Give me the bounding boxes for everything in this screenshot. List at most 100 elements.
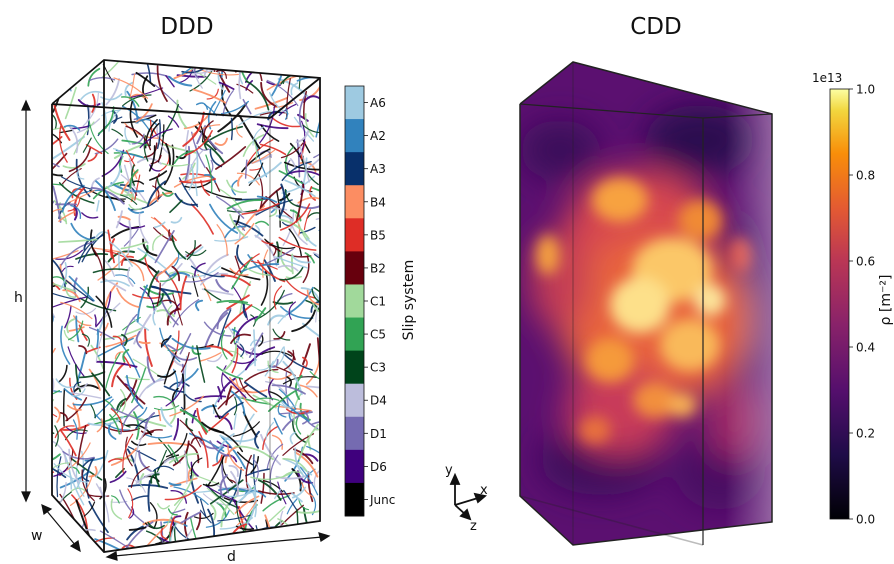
slip-legend-swatch-a2 [345,119,364,153]
dislocation-segment [152,233,164,251]
dislocation-segment [217,309,232,348]
dislocation-segment [286,498,298,515]
dislocation-segment [265,531,271,544]
dislocation-segment [225,386,233,406]
dislocation-segment [69,474,93,506]
dislocation-segment [94,138,119,155]
dislocation-segment [161,162,189,167]
dislocation-segment [131,367,147,404]
dislocation-segment [216,299,249,304]
dislocation-segment [234,60,241,72]
dislocation-segment [63,329,75,342]
cdd-colorbar-tick-label: 0.8 [856,169,875,183]
dislocation-segment [199,69,239,76]
dislocation-segment [302,356,308,369]
dislocation-segment [152,465,175,472]
dislocation-segment [217,385,223,400]
slip-legend-label-a6: A6 [370,96,386,110]
dislocation-segment [126,374,144,410]
dislocation-segment [206,487,235,515]
dislocation-segment [229,376,253,393]
slip-legend-label-d6: D6 [370,460,387,474]
dislocation-segment [306,212,320,219]
dislocation-segment [60,301,93,320]
dislocation-segment [244,346,276,371]
dislocation-segment [299,466,319,496]
dislocation-segment [152,185,160,200]
dislocation-segment [81,469,95,502]
dislocation-segment [164,484,202,501]
slip-legend-swatch-junc [345,482,364,517]
dislocation-segment [278,236,317,251]
dislocation-segment [291,486,307,499]
dislocation-segment [220,274,251,287]
dislocation-segment [69,521,86,545]
dislocation-segment [253,141,258,161]
dislocation-segment [168,482,182,487]
dislocation-segment [296,139,301,178]
dislocation-segment [251,149,276,164]
dislocation-segment [74,364,82,393]
dislocation-segment [269,454,279,487]
dislocation-segment [101,60,129,79]
dislocation-segment [84,456,106,462]
dislocation-segment [61,176,93,190]
dislocation-segment [144,412,156,430]
dislocation-segment [312,539,320,552]
dislocation-segment [173,150,195,165]
cdd-colorbar-tick-label: 0.6 [856,255,875,269]
slip-legend-label-d4: D4 [370,394,387,408]
dislocation-segment [190,461,199,477]
dislocation-segment [273,285,283,310]
dislocation-segment [52,461,67,479]
dislocation-segment [135,414,160,429]
dislocation-segment [82,137,92,153]
dislocation-segment [146,300,164,309]
dislocation-segment [79,371,106,379]
dislocation-segment [179,333,192,355]
dislocation-segment [138,378,167,399]
dislocation-segment [62,71,79,77]
dislocation-segment [209,203,239,234]
dislocation-segment [58,238,98,243]
dislocation-segment [125,436,133,467]
dislocation-segment [67,320,84,341]
dislocation-segment [199,498,207,518]
dislocation-segment [94,314,97,326]
dislocation-segment [192,88,227,104]
dislocation-segment [239,413,255,445]
dislocation-segment [149,502,158,529]
dislocation-segment [234,60,247,73]
dislocation-segment [301,60,304,70]
dislocation-segment [254,430,260,449]
dislocation-segment [218,81,235,90]
dislocation-segment [52,292,78,301]
slip-legend-swatch-b5 [345,218,364,252]
dislocation-segment [161,103,179,137]
dislocation-segment [105,352,121,389]
dislocation-segment [119,194,138,205]
dislocation-segment [161,335,172,347]
dislocation-segment [167,444,179,463]
dislocation-segment [60,262,68,290]
dislocation-segment [216,366,244,380]
dislocation-segment [289,216,308,246]
dislocation-segment [219,474,228,498]
dislocation-segment [126,424,153,436]
dislocation-segment [220,401,244,419]
dislocation-segment [305,385,320,392]
dislocation-segment [160,527,168,540]
dislocation-segment [126,448,140,482]
dislocation-segment [204,312,229,348]
cdd-colorbar-label: ρ [m⁻²] [878,275,894,326]
dislocation-segment [147,521,165,530]
dislocation-segment [298,94,307,128]
dislocation-segment [265,248,294,264]
dislocation-segment [273,102,294,109]
dislocation-segment [238,378,257,402]
dislocation-segment [226,323,248,356]
ddd-bounding-box [51,59,321,553]
cdd-colorbar [830,89,849,519]
dislocation-segment [52,69,55,87]
dislocation-segment [68,275,95,302]
